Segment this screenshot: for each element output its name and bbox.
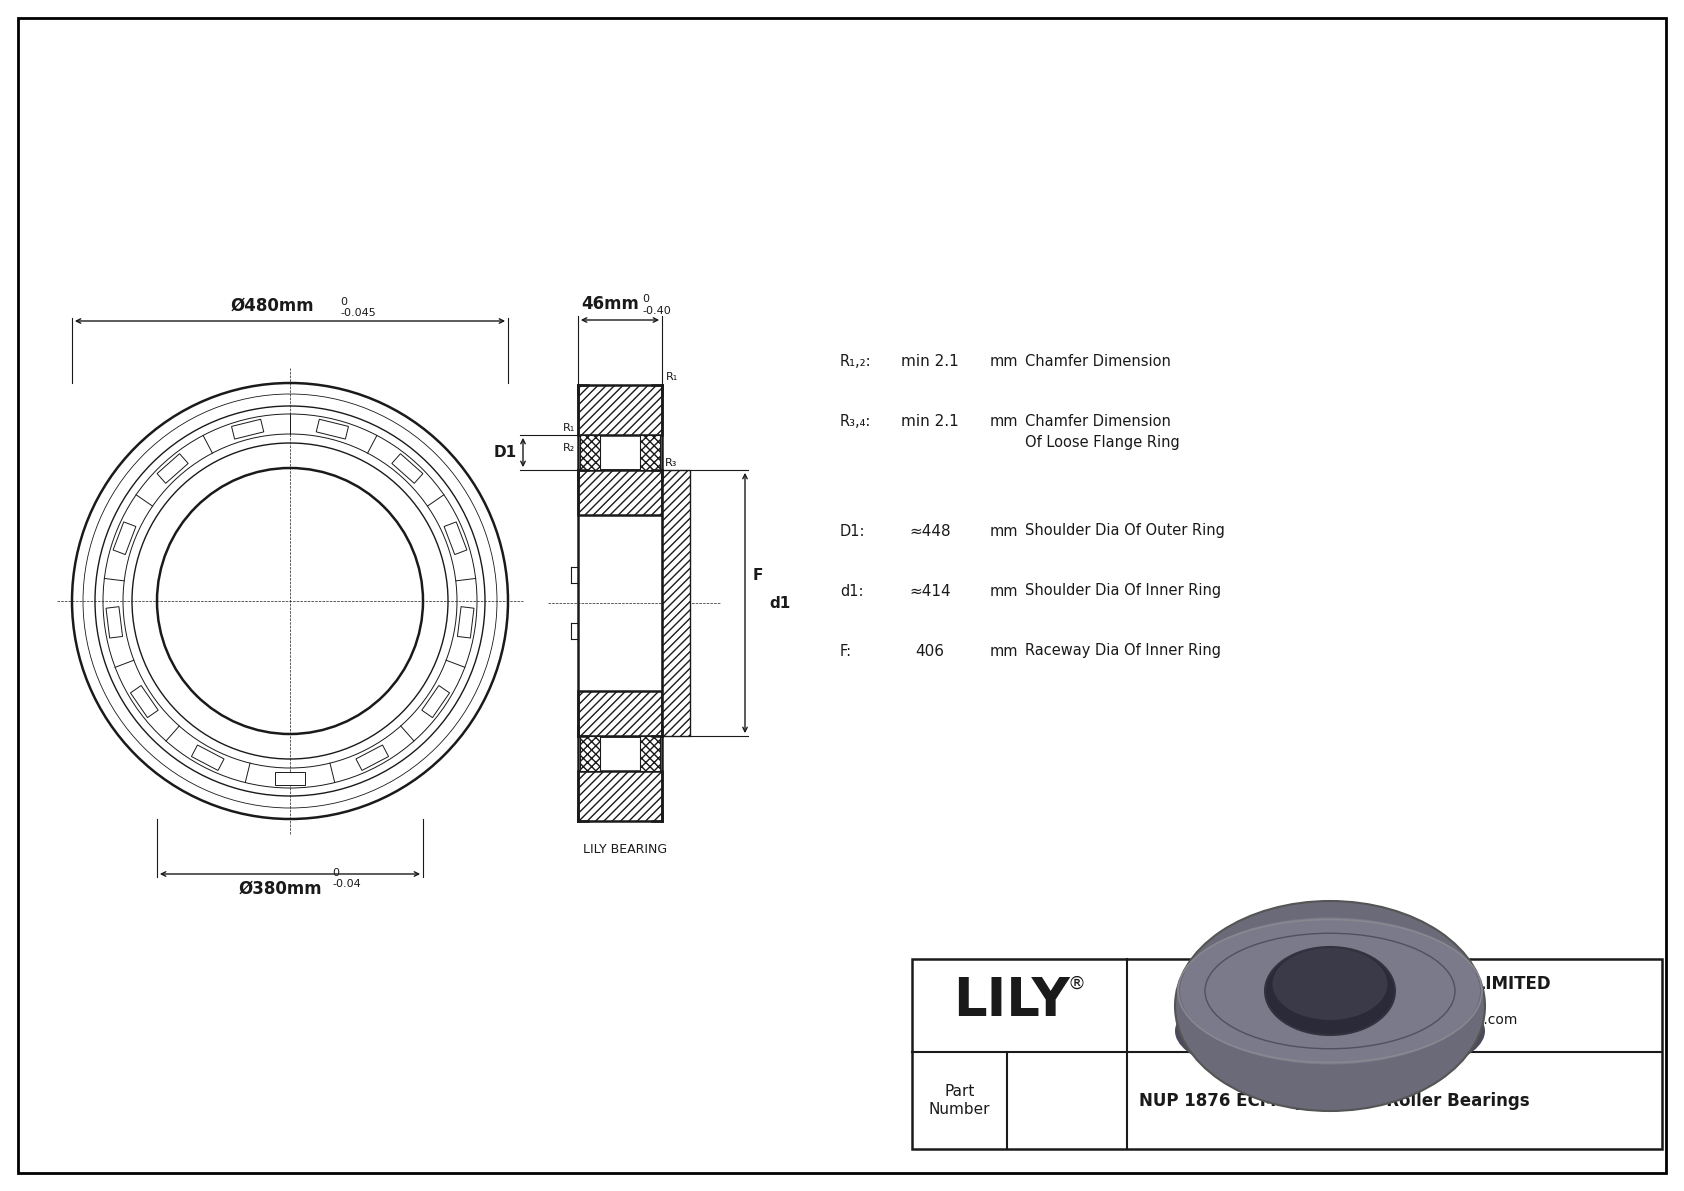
Text: d1: d1 xyxy=(770,596,790,611)
Bar xyxy=(579,736,600,771)
Bar xyxy=(113,522,136,555)
Ellipse shape xyxy=(1175,902,1485,1111)
Bar xyxy=(355,746,389,771)
Text: R₂: R₂ xyxy=(562,443,574,453)
Bar xyxy=(445,522,466,555)
Text: ≈414: ≈414 xyxy=(909,584,951,599)
Bar xyxy=(578,771,662,821)
Text: Part
Number: Part Number xyxy=(930,1084,990,1117)
Text: R₁: R₁ xyxy=(665,372,679,382)
Text: min 2.1: min 2.1 xyxy=(901,354,958,368)
Text: Chamfer Dimension: Chamfer Dimension xyxy=(1026,354,1170,368)
Text: 0: 0 xyxy=(340,297,347,307)
Bar xyxy=(458,606,473,638)
Bar xyxy=(640,736,660,771)
Text: Raceway Dia Of Inner Ring: Raceway Dia Of Inner Ring xyxy=(1026,643,1221,659)
Text: 406: 406 xyxy=(916,643,945,659)
Bar xyxy=(578,691,662,736)
Bar xyxy=(578,691,662,736)
Text: Ø480mm: Ø480mm xyxy=(231,297,313,314)
Bar xyxy=(231,419,264,439)
Text: R₂: R₂ xyxy=(615,391,626,401)
Text: -0.04: -0.04 xyxy=(332,879,360,888)
Text: D1: D1 xyxy=(493,445,517,460)
Bar xyxy=(106,606,123,638)
Bar xyxy=(913,959,1662,1149)
Text: R₁,₂:: R₁,₂: xyxy=(840,354,872,368)
Bar xyxy=(578,385,662,435)
Bar xyxy=(578,470,662,515)
Text: LILY: LILY xyxy=(953,975,1069,1028)
Bar xyxy=(579,736,600,771)
Text: Email: lilybearing@lily-bearing.com: Email: lilybearing@lily-bearing.com xyxy=(1271,1014,1517,1027)
Ellipse shape xyxy=(1175,979,1485,1084)
Bar xyxy=(192,746,224,771)
Text: D1:: D1: xyxy=(840,524,866,538)
Text: F: F xyxy=(753,567,763,582)
Ellipse shape xyxy=(1273,948,1388,1019)
Bar xyxy=(579,435,600,470)
Text: min 2.1: min 2.1 xyxy=(901,413,958,429)
Bar xyxy=(157,454,189,484)
Text: mm: mm xyxy=(990,413,1019,429)
Bar xyxy=(579,435,600,470)
Text: R₃: R₃ xyxy=(665,459,677,468)
Bar xyxy=(274,772,305,785)
Text: Ø380mm: Ø380mm xyxy=(237,880,322,898)
Text: Shoulder Dia Of Inner Ring: Shoulder Dia Of Inner Ring xyxy=(1026,584,1221,599)
Bar xyxy=(578,385,662,435)
Text: F:: F: xyxy=(840,643,852,659)
Text: mm: mm xyxy=(990,354,1019,368)
Text: Of Loose Flange Ring: Of Loose Flange Ring xyxy=(1026,436,1180,450)
Ellipse shape xyxy=(1265,947,1394,1035)
Bar xyxy=(640,435,660,470)
Bar xyxy=(662,470,690,736)
Text: ≈448: ≈448 xyxy=(909,524,951,538)
Text: SHANGHAI LILY BEARING LIMITED: SHANGHAI LILY BEARING LIMITED xyxy=(1238,975,1551,993)
Text: R₃,₄:: R₃,₄: xyxy=(840,413,871,429)
Text: LILY BEARING: LILY BEARING xyxy=(583,843,667,856)
Text: NUP 1876 ECM Cylindrical Roller Bearings: NUP 1876 ECM Cylindrical Roller Bearings xyxy=(1138,1091,1529,1110)
Bar xyxy=(578,771,662,821)
Bar xyxy=(640,435,660,470)
Text: R₄: R₄ xyxy=(665,478,677,488)
Bar xyxy=(317,419,349,439)
Text: d1:: d1: xyxy=(840,584,864,599)
Text: R₁: R₁ xyxy=(562,423,574,434)
Bar xyxy=(421,686,450,718)
Text: -0.40: -0.40 xyxy=(642,306,670,316)
Text: 0: 0 xyxy=(332,868,338,878)
Text: ®: ® xyxy=(1068,974,1086,992)
Bar xyxy=(392,454,423,484)
Bar xyxy=(130,686,158,718)
Text: mm: mm xyxy=(990,643,1019,659)
Text: 0: 0 xyxy=(642,294,648,304)
Text: 46mm: 46mm xyxy=(581,295,638,313)
Bar xyxy=(578,470,662,515)
Text: mm: mm xyxy=(990,524,1019,538)
Bar xyxy=(640,736,660,771)
Ellipse shape xyxy=(1180,917,1480,1065)
Text: mm: mm xyxy=(990,584,1019,599)
Text: Chamfer Dimension: Chamfer Dimension xyxy=(1026,413,1170,429)
Text: -0.045: -0.045 xyxy=(340,308,376,318)
Bar xyxy=(662,470,690,736)
Text: Shoulder Dia Of Outer Ring: Shoulder Dia Of Outer Ring xyxy=(1026,524,1224,538)
